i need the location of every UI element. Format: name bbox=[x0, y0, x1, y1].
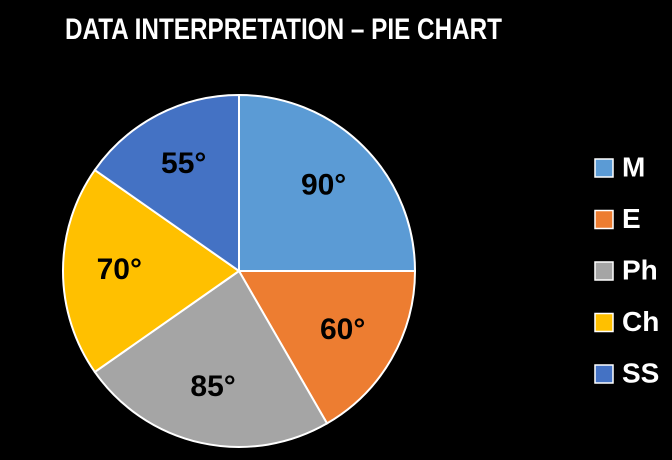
legend-label: SS bbox=[622, 357, 659, 388]
pie-slice bbox=[238, 93, 417, 272]
pie-slice bbox=[62, 168, 241, 374]
legend-swatch bbox=[594, 312, 614, 333]
pie-slice bbox=[93, 269, 329, 448]
chart-title: DATA INTERPRETATION – PIE CHART bbox=[65, 13, 502, 46]
legend-swatch bbox=[594, 261, 614, 281]
pie-slice bbox=[237, 270, 417, 425]
data-label: 60° bbox=[320, 313, 365, 346]
data-label: 70° bbox=[97, 253, 142, 286]
legend-label: Ch bbox=[622, 306, 659, 337]
legend-swatch bbox=[594, 364, 614, 384]
legend-swatch bbox=[594, 209, 614, 230]
legend-label: Ph bbox=[622, 254, 658, 285]
data-label: 85° bbox=[190, 370, 235, 403]
data-label: 55° bbox=[161, 147, 206, 180]
data-label: 90° bbox=[301, 168, 346, 201]
legend-swatch bbox=[594, 158, 614, 178]
legend-label: M bbox=[622, 151, 645, 182]
legend-label: E bbox=[622, 203, 641, 234]
pie-slice bbox=[93, 93, 240, 273]
